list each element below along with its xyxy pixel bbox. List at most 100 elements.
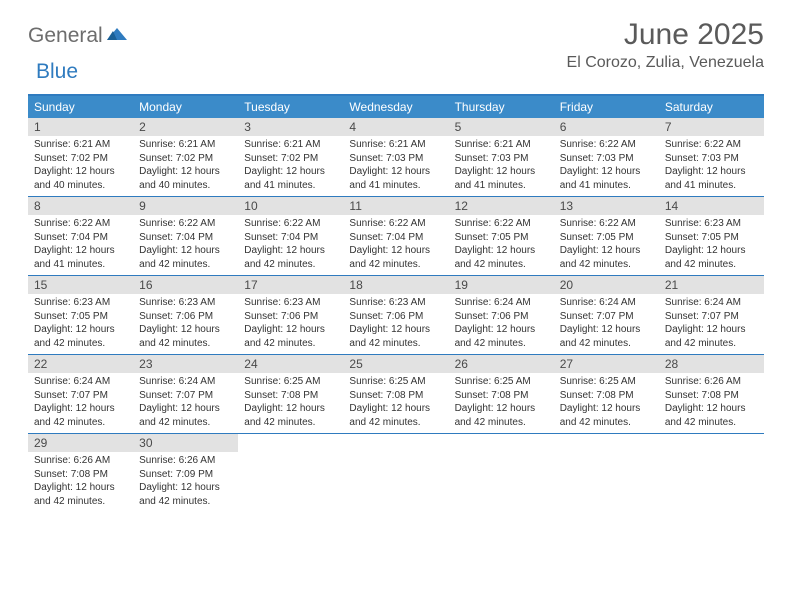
day-cell: 13Sunrise: 6:22 AMSunset: 7:05 PMDayligh…: [554, 197, 659, 275]
day-details: Sunrise: 6:23 AMSunset: 7:06 PMDaylight:…: [343, 294, 448, 354]
day-details: Sunrise: 6:22 AMSunset: 7:05 PMDaylight:…: [449, 215, 554, 275]
logo: General: [28, 18, 131, 48]
day-number: 11: [343, 197, 448, 215]
day-number: 4: [343, 118, 448, 136]
day-number: 8: [28, 197, 133, 215]
day-number: 7: [659, 118, 764, 136]
day-details: Sunrise: 6:24 AMSunset: 7:07 PMDaylight:…: [28, 373, 133, 433]
day-cell: 18Sunrise: 6:23 AMSunset: 7:06 PMDayligh…: [343, 276, 448, 354]
day-cell: 1Sunrise: 6:21 AMSunset: 7:02 PMDaylight…: [28, 118, 133, 196]
day-number: 30: [133, 434, 238, 452]
day-number: 23: [133, 355, 238, 373]
day-details: Sunrise: 6:25 AMSunset: 7:08 PMDaylight:…: [343, 373, 448, 433]
location: El Corozo, Zulia, Venezuela: [567, 54, 764, 72]
day-details: Sunrise: 6:22 AMSunset: 7:04 PMDaylight:…: [238, 215, 343, 275]
day-cell: 14Sunrise: 6:23 AMSunset: 7:05 PMDayligh…: [659, 197, 764, 275]
day-cell: 17Sunrise: 6:23 AMSunset: 7:06 PMDayligh…: [238, 276, 343, 354]
month-title: June 2025: [567, 18, 764, 52]
day-details: Sunrise: 6:21 AMSunset: 7:03 PMDaylight:…: [449, 136, 554, 196]
day-header: Tuesday: [238, 96, 343, 118]
week-row: 1Sunrise: 6:21 AMSunset: 7:02 PMDaylight…: [28, 118, 764, 197]
day-number: 26: [449, 355, 554, 373]
day-header: Thursday: [449, 96, 554, 118]
day-cell: 23Sunrise: 6:24 AMSunset: 7:07 PMDayligh…: [133, 355, 238, 433]
day-cell: 10Sunrise: 6:22 AMSunset: 7:04 PMDayligh…: [238, 197, 343, 275]
day-number: 1: [28, 118, 133, 136]
empty-cell: [238, 434, 343, 512]
day-number: 15: [28, 276, 133, 294]
day-cell: 26Sunrise: 6:25 AMSunset: 7:08 PMDayligh…: [449, 355, 554, 433]
day-number: 20: [554, 276, 659, 294]
day-cell: 12Sunrise: 6:22 AMSunset: 7:05 PMDayligh…: [449, 197, 554, 275]
day-number: 6: [554, 118, 659, 136]
day-cell: 9Sunrise: 6:22 AMSunset: 7:04 PMDaylight…: [133, 197, 238, 275]
day-cell: 19Sunrise: 6:24 AMSunset: 7:06 PMDayligh…: [449, 276, 554, 354]
day-header: Friday: [554, 96, 659, 118]
day-cell: 27Sunrise: 6:25 AMSunset: 7:08 PMDayligh…: [554, 355, 659, 433]
day-number: 3: [238, 118, 343, 136]
day-cell: 25Sunrise: 6:25 AMSunset: 7:08 PMDayligh…: [343, 355, 448, 433]
day-details: Sunrise: 6:22 AMSunset: 7:04 PMDaylight:…: [28, 215, 133, 275]
title-block: June 2025 El Corozo, Zulia, Venezuela: [567, 18, 764, 72]
day-number: 19: [449, 276, 554, 294]
day-number: 5: [449, 118, 554, 136]
day-header-row: SundayMondayTuesdayWednesdayThursdayFrid…: [28, 96, 764, 118]
day-number: 28: [659, 355, 764, 373]
logo-flag-icon: [107, 26, 129, 47]
day-cell: 24Sunrise: 6:25 AMSunset: 7:08 PMDayligh…: [238, 355, 343, 433]
logo-text-general: General: [28, 24, 103, 48]
day-details: Sunrise: 6:22 AMSunset: 7:04 PMDaylight:…: [133, 215, 238, 275]
day-cell: 16Sunrise: 6:23 AMSunset: 7:06 PMDayligh…: [133, 276, 238, 354]
day-cell: 7Sunrise: 6:22 AMSunset: 7:03 PMDaylight…: [659, 118, 764, 196]
day-number: 2: [133, 118, 238, 136]
day-header: Saturday: [659, 96, 764, 118]
day-details: Sunrise: 6:22 AMSunset: 7:04 PMDaylight:…: [343, 215, 448, 275]
day-number: 14: [659, 197, 764, 215]
day-cell: 5Sunrise: 6:21 AMSunset: 7:03 PMDaylight…: [449, 118, 554, 196]
day-details: Sunrise: 6:25 AMSunset: 7:08 PMDaylight:…: [554, 373, 659, 433]
day-cell: 4Sunrise: 6:21 AMSunset: 7:03 PMDaylight…: [343, 118, 448, 196]
day-number: 13: [554, 197, 659, 215]
day-details: Sunrise: 6:26 AMSunset: 7:08 PMDaylight:…: [28, 452, 133, 512]
week-row: 8Sunrise: 6:22 AMSunset: 7:04 PMDaylight…: [28, 197, 764, 276]
day-header: Sunday: [28, 96, 133, 118]
day-details: Sunrise: 6:25 AMSunset: 7:08 PMDaylight:…: [449, 373, 554, 433]
day-cell: 22Sunrise: 6:24 AMSunset: 7:07 PMDayligh…: [28, 355, 133, 433]
day-details: Sunrise: 6:21 AMSunset: 7:02 PMDaylight:…: [28, 136, 133, 196]
day-details: Sunrise: 6:22 AMSunset: 7:03 PMDaylight:…: [554, 136, 659, 196]
day-number: 18: [343, 276, 448, 294]
logo-text-blue: Blue: [36, 60, 78, 84]
day-number: 29: [28, 434, 133, 452]
day-details: Sunrise: 6:26 AMSunset: 7:08 PMDaylight:…: [659, 373, 764, 433]
day-cell: 20Sunrise: 6:24 AMSunset: 7:07 PMDayligh…: [554, 276, 659, 354]
day-details: Sunrise: 6:21 AMSunset: 7:02 PMDaylight:…: [238, 136, 343, 196]
day-number: 22: [28, 355, 133, 373]
calendar: SundayMondayTuesdayWednesdayThursdayFrid…: [28, 94, 764, 512]
day-details: Sunrise: 6:23 AMSunset: 7:06 PMDaylight:…: [133, 294, 238, 354]
day-number: 9: [133, 197, 238, 215]
day-number: 10: [238, 197, 343, 215]
day-number: 24: [238, 355, 343, 373]
day-details: Sunrise: 6:23 AMSunset: 7:05 PMDaylight:…: [28, 294, 133, 354]
day-details: Sunrise: 6:24 AMSunset: 7:07 PMDaylight:…: [133, 373, 238, 433]
day-details: Sunrise: 6:23 AMSunset: 7:05 PMDaylight:…: [659, 215, 764, 275]
day-details: Sunrise: 6:25 AMSunset: 7:08 PMDaylight:…: [238, 373, 343, 433]
day-number: 21: [659, 276, 764, 294]
day-number: 17: [238, 276, 343, 294]
day-details: Sunrise: 6:22 AMSunset: 7:03 PMDaylight:…: [659, 136, 764, 196]
day-cell: 28Sunrise: 6:26 AMSunset: 7:08 PMDayligh…: [659, 355, 764, 433]
day-details: Sunrise: 6:23 AMSunset: 7:06 PMDaylight:…: [238, 294, 343, 354]
day-cell: 11Sunrise: 6:22 AMSunset: 7:04 PMDayligh…: [343, 197, 448, 275]
day-number: 25: [343, 355, 448, 373]
empty-cell: [659, 434, 764, 512]
day-number: 12: [449, 197, 554, 215]
day-header: Monday: [133, 96, 238, 118]
empty-cell: [449, 434, 554, 512]
day-cell: 21Sunrise: 6:24 AMSunset: 7:07 PMDayligh…: [659, 276, 764, 354]
day-cell: 29Sunrise: 6:26 AMSunset: 7:08 PMDayligh…: [28, 434, 133, 512]
day-details: Sunrise: 6:24 AMSunset: 7:07 PMDaylight:…: [659, 294, 764, 354]
week-row: 22Sunrise: 6:24 AMSunset: 7:07 PMDayligh…: [28, 355, 764, 434]
day-details: Sunrise: 6:21 AMSunset: 7:03 PMDaylight:…: [343, 136, 448, 196]
day-details: Sunrise: 6:24 AMSunset: 7:07 PMDaylight:…: [554, 294, 659, 354]
day-cell: 3Sunrise: 6:21 AMSunset: 7:02 PMDaylight…: [238, 118, 343, 196]
